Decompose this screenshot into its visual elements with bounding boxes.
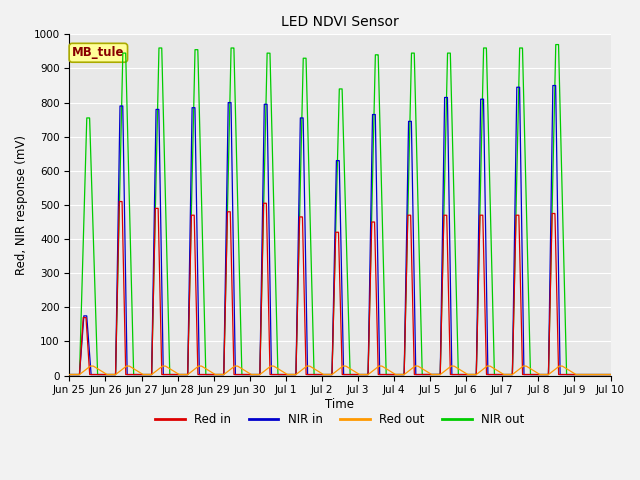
Y-axis label: Red, NIR response (mV): Red, NIR response (mV) <box>15 135 28 275</box>
Text: MB_tule: MB_tule <box>72 46 125 59</box>
Title: LED NDVI Sensor: LED NDVI Sensor <box>281 15 399 29</box>
Legend: Red in, NIR in, Red out, NIR out: Red in, NIR in, Red out, NIR out <box>150 408 529 431</box>
X-axis label: Time: Time <box>326 398 355 411</box>
